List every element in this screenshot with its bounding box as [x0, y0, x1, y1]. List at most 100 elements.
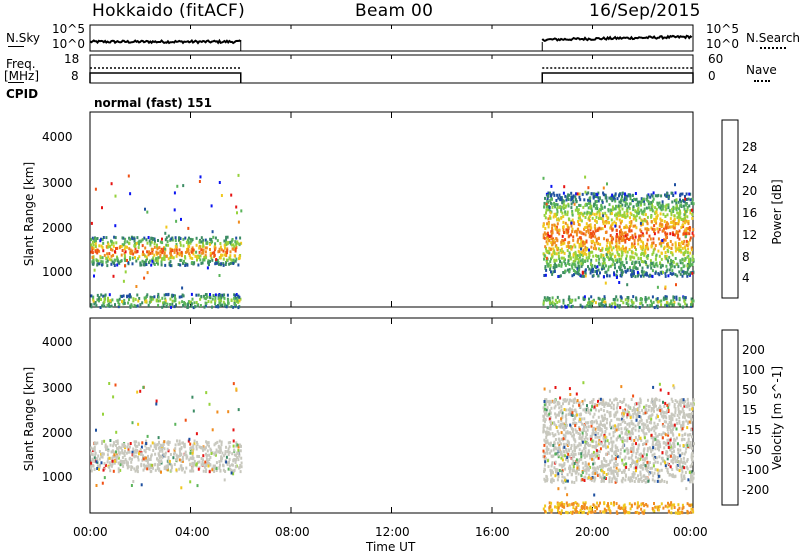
echo-cell — [106, 252, 109, 256]
echo-cell — [686, 413, 689, 417]
echo-cell — [674, 241, 677, 245]
echo-cell — [653, 452, 656, 456]
echo-cell — [661, 264, 664, 268]
echo-cell — [672, 272, 675, 276]
echo-cell — [646, 256, 649, 260]
echo-cell — [665, 235, 668, 239]
echo-cell — [555, 470, 557, 474]
echo-cell — [576, 254, 579, 258]
echo-cell — [670, 412, 673, 416]
echo-cell — [641, 260, 643, 263]
echo-cell — [559, 422, 562, 426]
echo-cell — [632, 422, 635, 426]
echo-cell — [690, 428, 693, 432]
echo-cell — [651, 426, 654, 430]
echo-cell — [638, 434, 640, 438]
echo-cell — [571, 430, 574, 434]
echo-cell — [613, 220, 616, 224]
echo-cell — [616, 258, 619, 262]
echo-cell — [135, 259, 138, 263]
echo-cell — [680, 473, 683, 477]
echo-cell — [630, 273, 633, 277]
echo-cell — [174, 443, 177, 447]
echo-cell — [141, 238, 144, 242]
echo-cell — [583, 438, 586, 441]
echo-cell — [136, 293, 139, 297]
echo-cell — [106, 264, 109, 268]
echo-cell — [119, 463, 122, 467]
echo-cell — [605, 446, 608, 450]
echo-cell — [193, 301, 196, 305]
echo-cell — [682, 204, 685, 208]
echo-cell — [598, 226, 601, 230]
echo-cell — [543, 236, 546, 240]
echo-cell — [667, 195, 670, 199]
echo-cell — [170, 294, 173, 298]
echo-cell — [665, 194, 668, 198]
echo-cell — [605, 199, 608, 203]
echo-cell — [566, 459, 569, 463]
echo-cell — [691, 435, 693, 439]
echo-cell — [98, 249, 101, 253]
echo-cell — [669, 232, 672, 236]
echo-cell — [170, 466, 173, 470]
echo-cell — [159, 443, 162, 447]
echo-cell — [194, 254, 197, 258]
velocity-scatter — [90, 381, 695, 516]
echo-cell — [218, 466, 221, 470]
echo-cell — [121, 249, 124, 252]
echo-cell — [588, 305, 591, 308]
echo-cell — [570, 264, 573, 268]
echo-cell — [568, 300, 571, 304]
echo-cell — [233, 448, 236, 452]
echo-cell — [149, 298, 152, 302]
echo-cell — [611, 222, 614, 226]
echo-cell — [631, 447, 634, 451]
echo-cell — [625, 465, 628, 469]
echo-cell — [656, 443, 659, 447]
echo-cell — [192, 456, 195, 460]
echo-cell — [626, 233, 629, 237]
echo-cell — [634, 428, 637, 432]
echo-cell — [180, 464, 183, 468]
echo-cell — [542, 455, 545, 459]
echo-cell — [600, 407, 603, 411]
echo-cell — [621, 232, 624, 236]
echo-cell — [107, 296, 109, 300]
echo-cell — [575, 400, 578, 404]
echo-cell — [652, 436, 655, 440]
echo-cell — [606, 403, 609, 407]
echo-cell — [237, 294, 240, 298]
echo-cell — [553, 240, 556, 244]
echo-cell — [92, 299, 95, 303]
echo-cell — [107, 449, 110, 453]
echo-cell — [683, 271, 686, 275]
echo-cell — [644, 246, 647, 250]
echo-cell — [674, 455, 677, 459]
echo-cell — [223, 293, 226, 297]
echo-cell — [658, 398, 661, 402]
echo-cell — [679, 444, 681, 448]
echo-cell — [691, 300, 694, 304]
echo-cell — [558, 228, 561, 232]
nsearch-tick-bottom: 10^0 — [706, 37, 739, 51]
echo-cell — [686, 459, 689, 463]
echo-cell — [667, 471, 670, 475]
echo-cell — [616, 197, 619, 201]
echo-cell — [649, 303, 652, 307]
echo-cell — [552, 239, 555, 242]
echo-cell — [609, 257, 612, 260]
echo-cell — [90, 303, 93, 307]
echo-cell — [556, 203, 559, 207]
echo-cell — [181, 300, 184, 304]
echo-cell — [175, 254, 178, 258]
echo-cell — [93, 238, 96, 242]
echo-cell — [690, 417, 692, 421]
echo-cell — [592, 398, 595, 402]
echo-cell — [594, 467, 597, 471]
echo-cell — [675, 418, 678, 422]
echo-cell — [602, 253, 605, 257]
echo-cell — [553, 249, 556, 253]
echo-cell — [143, 236, 146, 240]
echo-cell — [558, 299, 561, 303]
